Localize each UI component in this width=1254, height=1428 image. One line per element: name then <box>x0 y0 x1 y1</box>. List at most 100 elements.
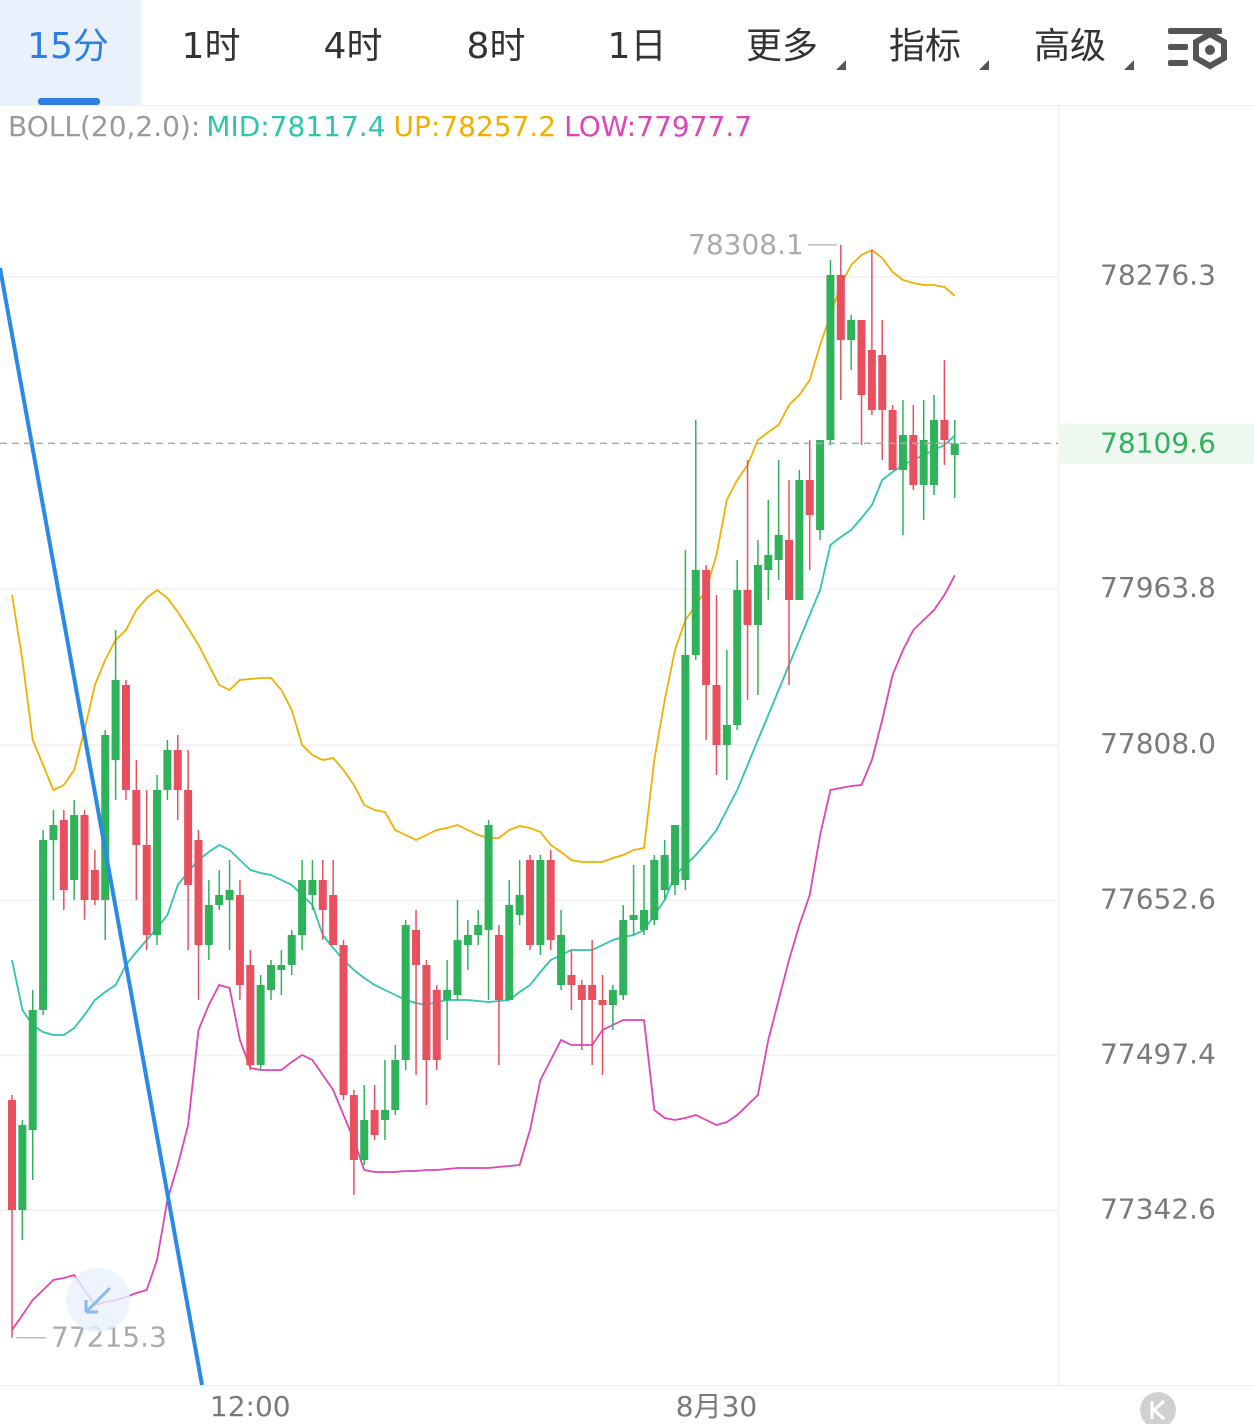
tab-label[interactable]: 8时 <box>467 26 526 67</box>
candle-body <box>743 590 752 625</box>
candles <box>8 244 959 1338</box>
icon-gear-center <box>1205 45 1215 55</box>
candle-body <box>277 965 286 970</box>
candle-body <box>639 910 648 930</box>
candle-body <box>733 590 742 725</box>
tab-label[interactable]: 更多 <box>746 26 818 67</box>
candle-body <box>526 860 534 945</box>
candle-body <box>898 435 907 470</box>
candle-body <box>8 1100 16 1210</box>
y-tick-label: 77342.6 <box>1100 1192 1216 1225</box>
candle-body <box>515 895 524 915</box>
legend-name: UP: <box>394 110 441 143</box>
candle-body <box>536 860 545 945</box>
candle-body <box>267 965 275 990</box>
tab-label[interactable]: 1时 <box>182 26 241 67</box>
tab-label[interactable]: 指标 <box>889 26 961 67</box>
candle-body <box>764 555 773 570</box>
logo-mark <box>1150 1399 1166 1421</box>
y-tick-label: 77652.6 <box>1100 882 1216 915</box>
candle-body <box>474 925 483 935</box>
candle-body <box>318 880 327 910</box>
candle-body <box>785 540 793 600</box>
candle-body <box>184 790 193 885</box>
candle-body <box>287 935 296 965</box>
candle-body <box>598 1000 607 1005</box>
candle-body <box>505 905 514 1000</box>
candle-body <box>163 750 172 790</box>
candle-body <box>142 845 151 935</box>
legend-value: 77977.7 <box>636 110 752 143</box>
y-tick-label: 77963.8 <box>1100 571 1216 604</box>
candle-body <box>349 1095 358 1160</box>
candle-body <box>919 440 928 485</box>
candle-body <box>878 355 887 410</box>
candle-body <box>888 410 897 470</box>
candle-body <box>432 990 441 1060</box>
candle-body <box>577 985 586 1000</box>
x-tick-label: 12:00 <box>210 1390 291 1423</box>
boll-line <box>11 434 956 1036</box>
candle-body <box>671 825 680 885</box>
legend-value: 78117.4 <box>270 110 386 143</box>
candle-body <box>940 420 949 440</box>
candle-body <box>795 480 804 600</box>
kline-logo[interactable] <box>1140 1392 1176 1428</box>
candle-body <box>681 655 690 880</box>
back-to-latest-icon[interactable] <box>66 1268 130 1332</box>
candle-body <box>370 1110 379 1135</box>
candle-body <box>339 945 348 1095</box>
candle-body <box>28 1010 37 1130</box>
candle-body <box>111 680 120 760</box>
candle-body <box>867 350 876 410</box>
candle-body <box>391 1060 400 1110</box>
tabs: 15分 1时 4时 8时 1日 更多 指标 高级 <box>0 0 1134 105</box>
candle-body <box>308 880 317 895</box>
candle-body <box>847 320 856 340</box>
trend-line-drawing[interactable] <box>0 267 204 1386</box>
candle-body <box>90 870 99 900</box>
boll-line <box>11 248 956 863</box>
candle-body <box>753 565 762 625</box>
y-tick-label: 77497.4 <box>1100 1038 1216 1071</box>
tab-label[interactable]: 4时 <box>324 26 383 67</box>
last-price-box <box>1060 423 1254 464</box>
tab-label[interactable]: 1日 <box>608 26 667 67</box>
candle-body <box>691 570 700 655</box>
candle-body <box>494 935 503 1000</box>
candle-body <box>557 935 566 985</box>
indicator-name: BOLL(20,2.0): <box>8 110 200 143</box>
tab-bar <box>0 0 1254 105</box>
settings-icon[interactable] <box>1168 28 1227 70</box>
candle-body <box>80 815 89 900</box>
candle-body <box>567 975 576 985</box>
candle-body <box>546 860 555 940</box>
active-tab-indicator <box>38 98 100 105</box>
tab-label[interactable]: 高级 <box>1034 26 1106 67</box>
candle-body <box>360 1120 369 1160</box>
candle-body <box>836 275 845 340</box>
max-label: 78308.1 <box>688 228 804 261</box>
icon-gear <box>1193 30 1227 70</box>
candle-body <box>246 965 255 1065</box>
boll-line <box>11 574 956 1331</box>
candle-body <box>39 840 48 1010</box>
candle-body <box>329 895 338 945</box>
candle-body <box>412 930 421 965</box>
candle-body <box>215 895 224 905</box>
candle-body <box>225 890 234 900</box>
x-tick-label: 8月30 <box>676 1390 757 1423</box>
logo-bg <box>1140 1392 1176 1428</box>
dropdown-caret <box>836 60 846 70</box>
candle-body <box>453 940 462 995</box>
legend-name: MID: <box>206 110 269 143</box>
candle-body <box>650 860 659 920</box>
candle-body <box>153 790 162 935</box>
candle-body <box>101 735 110 900</box>
y-tick-label: 78276.3 <box>1100 259 1216 292</box>
candle-body <box>463 935 472 945</box>
tab-label[interactable]: 15分 <box>27 26 109 67</box>
candle-body <box>619 920 628 995</box>
